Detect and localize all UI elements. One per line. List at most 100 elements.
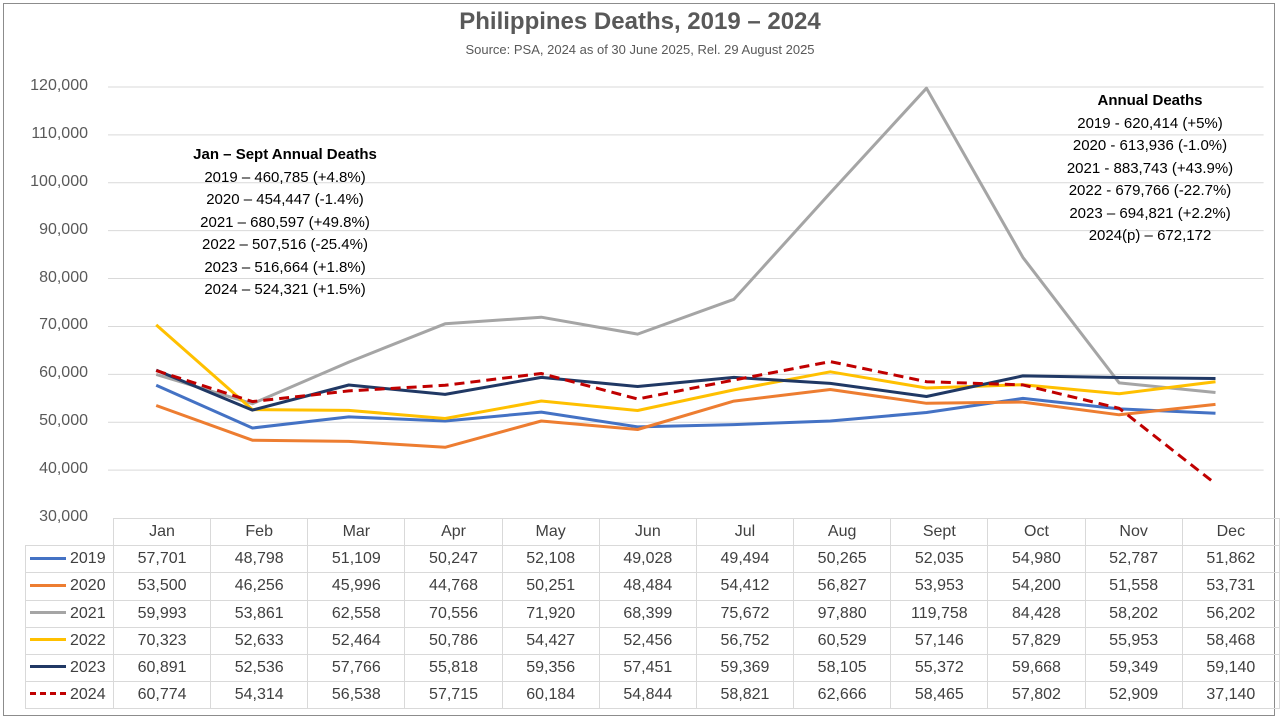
data-label: 58,465 <box>890 681 989 710</box>
data-label: 59,356 <box>501 653 600 683</box>
x-tick-label: May <box>501 517 600 547</box>
jan-sept-line: 2021 – 680,597 (+49.8%) <box>200 213 370 231</box>
data-label: 48,484 <box>598 572 697 601</box>
legend-entry: 2023 <box>25 653 114 683</box>
data-label: 57,701 <box>112 545 212 574</box>
data-label: 52,909 <box>1084 681 1183 710</box>
table-row: 2023 60,891 52,536 57,766 55,818 59,356 57,451… <box>25 653 1280 683</box>
data-label: 54,980 <box>987 545 1086 574</box>
table-row: 2021 59,993 53,861 62,558 70,556 71,920 68,399… <box>25 599 1280 628</box>
data-label: 50,247 <box>404 545 503 574</box>
y-tick-label: 90,000 <box>39 220 88 238</box>
jan-sept-annotation: Jan – Sept Annual Deaths 2019 – 460,785 … <box>175 144 395 302</box>
legend-entry: 2020 <box>25 572 114 601</box>
annual-line: 2024(p) – 672,172 <box>1088 227 1212 244</box>
data-label: 51,558 <box>1084 572 1183 601</box>
series-line-2021 <box>155 86 1216 406</box>
data-label: 54,427 <box>501 626 600 655</box>
legend-entry: 2021 <box>25 599 114 628</box>
data-label: 53,953 <box>890 572 989 601</box>
data-label: 62,666 <box>793 681 892 710</box>
x-tick-label: Mar <box>307 517 406 547</box>
legend-entry: 2019 <box>25 545 114 574</box>
y-tick-label: 80,000 <box>39 268 88 286</box>
data-label: 48,798 <box>210 545 309 574</box>
data-label: 54,314 <box>210 681 309 710</box>
legend-key <box>30 692 66 696</box>
legend-key <box>30 556 66 560</box>
data-label: 53,861 <box>210 599 309 628</box>
annual-line: 2021 - 883,743 (+43.9%) <box>1066 159 1234 177</box>
chart-frame <box>3 3 1275 716</box>
legend-key <box>30 610 66 614</box>
data-label: 70,323 <box>112 626 212 655</box>
jan-sept-line: 2022 – 507,516 (-25.4%) <box>202 236 368 253</box>
series-line-2023 <box>155 368 1216 412</box>
data-label: 56,752 <box>695 626 795 655</box>
x-tick-label: Jul <box>695 517 795 547</box>
jan-sept-header: Jan – Sept Annual Deaths <box>193 146 377 163</box>
legend-entry: 2024 <box>25 681 114 710</box>
data-table: Jan Feb Mar Apr May Jun Jul Aug Sept Oct Nov Dec 201… <box>25 517 1280 710</box>
legend-label: 2021 <box>70 604 106 622</box>
y-tick-label: 110,000 <box>31 124 88 142</box>
data-label: 56,538 <box>307 681 406 710</box>
data-label: 60,184 <box>501 681 600 710</box>
data-label: 44,768 <box>404 572 503 601</box>
data-label: 51,862 <box>1181 545 1280 574</box>
data-label: 52,456 <box>598 626 697 655</box>
data-label: 53,731 <box>1181 572 1280 601</box>
annual-annotation: Annual Deaths 2019 - 620,414 (+5%) 2020 … <box>1050 90 1250 248</box>
data-label: 59,349 <box>1084 653 1183 683</box>
data-label: 37,140 <box>1181 681 1280 710</box>
table-row: 2024 60,774 54,314 56,538 57,715 60,184 54,844… <box>25 681 1280 710</box>
data-label: 52,787 <box>1084 545 1183 574</box>
data-label: 55,953 <box>1084 626 1183 655</box>
data-label: 55,818 <box>404 653 503 683</box>
data-label: 59,993 <box>112 599 212 628</box>
data-label: 59,668 <box>987 653 1086 683</box>
legend-label: 2019 <box>70 550 106 568</box>
x-tick-label: Nov <box>1084 517 1183 547</box>
data-label: 62,558 <box>307 599 406 628</box>
data-label: 60,891 <box>112 653 212 683</box>
data-label: 75,672 <box>695 599 795 628</box>
chart-subtitle: Source: PSA, 2024 as of 30 June 2025, Re… <box>465 42 815 57</box>
y-tick-label: 60,000 <box>39 364 88 382</box>
data-label: 52,035 <box>890 545 989 574</box>
x-tick-label: Apr <box>404 517 503 547</box>
data-label: 60,774 <box>112 681 212 710</box>
y-tick-label: 50,000 <box>39 412 88 430</box>
data-label: 57,802 <box>987 681 1086 710</box>
chart-title: Philippines Deaths, 2019 – 2024 <box>459 8 821 35</box>
legend-label: 2023 <box>70 659 106 677</box>
annual-header: Annual Deaths <box>1097 92 1203 109</box>
annual-line: 2023 – 694,821 (+2.2%) <box>1069 204 1231 222</box>
gridlines <box>108 86 1264 471</box>
data-label: 70,556 <box>404 599 503 628</box>
series-line-2022 <box>155 323 1216 420</box>
data-label: 60,529 <box>793 626 892 655</box>
legend-entry: 2022 <box>25 626 114 655</box>
y-tick-label: 40,000 <box>39 460 88 478</box>
data-label: 49,494 <box>695 545 795 574</box>
data-label: 58,468 <box>1181 626 1280 655</box>
data-label: 57,766 <box>307 653 406 683</box>
y-tick-label: 70,000 <box>39 316 88 334</box>
legend-key <box>30 583 66 587</box>
data-label: 45,996 <box>307 572 406 601</box>
legend-key <box>30 665 66 669</box>
data-label: 49,028 <box>598 545 697 574</box>
data-label: 54,844 <box>598 681 697 710</box>
data-label: 50,251 <box>501 572 600 601</box>
legend-label: 2020 <box>70 577 106 595</box>
data-label: 58,202 <box>1084 599 1183 628</box>
legend-label: 2022 <box>70 631 106 649</box>
data-label: 97,880 <box>793 599 892 628</box>
data-label: 52,108 <box>501 545 600 574</box>
x-tick-label: Dec <box>1181 517 1280 547</box>
data-label: 56,202 <box>1181 599 1280 628</box>
data-label: 54,412 <box>695 572 795 601</box>
data-label: 55,372 <box>890 653 989 683</box>
